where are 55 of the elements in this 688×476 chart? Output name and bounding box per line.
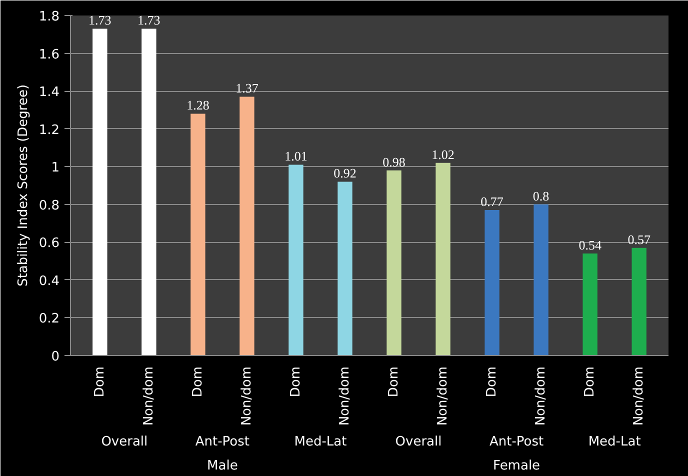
bar bbox=[190, 114, 206, 356]
y-tick-label: 1.8 bbox=[38, 10, 60, 24]
data-label: 0.54 bbox=[578, 238, 602, 252]
data-label: 1.01 bbox=[284, 148, 308, 164]
x-tick-label: Dom bbox=[190, 366, 206, 398]
bar bbox=[288, 164, 304, 356]
y-tick-label: 0.4 bbox=[38, 274, 60, 289]
text: Overall bbox=[395, 434, 442, 450]
bar bbox=[386, 170, 402, 356]
x-tick-label: Non/dom bbox=[436, 366, 451, 426]
bar bbox=[582, 254, 598, 356]
x-tick-label: Dom bbox=[92, 366, 108, 398]
bar bbox=[632, 248, 646, 356]
data-label: 0.98 bbox=[382, 154, 406, 170]
y-tick-label: 0.8 bbox=[38, 198, 60, 214]
data-label: 1.73 bbox=[138, 12, 160, 28]
data-label: 1.28 bbox=[186, 98, 210, 113]
x-tick-label: Dom bbox=[484, 366, 500, 398]
text: Med-Lat bbox=[588, 434, 641, 450]
text: Ant-Post bbox=[489, 434, 544, 450]
x-tick-label: Dom bbox=[386, 366, 402, 398]
x-tick-label: Dom bbox=[582, 366, 598, 398]
data-label: 0.92 bbox=[334, 166, 356, 181]
text: Med-Lat bbox=[294, 434, 347, 450]
data-label: 1.02 bbox=[432, 146, 454, 162]
text: Overall bbox=[101, 434, 148, 450]
x-tick-label: Non/dom bbox=[337, 366, 352, 426]
text: Male bbox=[207, 458, 238, 474]
bar bbox=[240, 96, 254, 356]
bar bbox=[484, 210, 500, 356]
data-label: 1.37 bbox=[236, 80, 259, 96]
y-tick-label: 1.2 bbox=[38, 122, 60, 138]
x-tick-label: Dom bbox=[288, 366, 304, 398]
bar bbox=[92, 28, 108, 356]
x-tick-label: Non/dom bbox=[534, 366, 549, 426]
y-axis-title: Stability Index Scores (Degree) bbox=[16, 84, 31, 287]
bar bbox=[338, 182, 352, 356]
y-tick-label: 1.6 bbox=[38, 47, 60, 62]
data-label: 0.77 bbox=[480, 194, 504, 210]
data-label: 0.8 bbox=[532, 188, 550, 204]
bar bbox=[142, 28, 156, 356]
text: Female bbox=[493, 458, 540, 474]
y-tick-label: 1 bbox=[51, 160, 60, 176]
text: Ant-Post bbox=[195, 434, 250, 450]
bar bbox=[436, 162, 450, 356]
y-tick-label: 1.4 bbox=[38, 85, 60, 100]
x-tick-label: Non/dom bbox=[632, 366, 647, 426]
data-label: 0.57 bbox=[628, 232, 651, 247]
y-tick-label: 0.6 bbox=[38, 236, 60, 252]
y-tick-label: 0.2 bbox=[38, 312, 60, 327]
data-label: 1.73 bbox=[88, 12, 112, 28]
y-tick-label: 0 bbox=[51, 350, 60, 364]
x-tick-label: Non/dom bbox=[239, 366, 254, 426]
bar bbox=[534, 204, 548, 356]
x-tick-label: Non/dom bbox=[141, 366, 156, 426]
